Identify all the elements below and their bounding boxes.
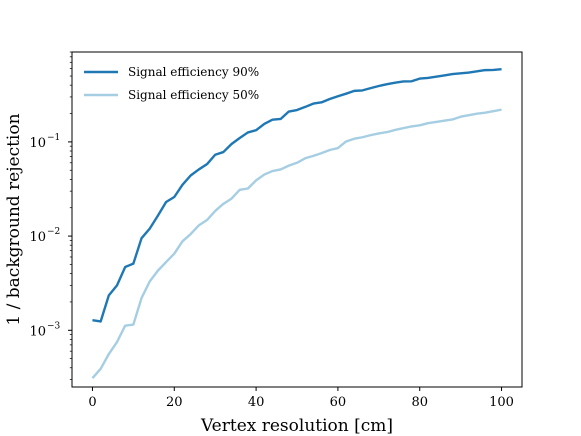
plot-frame	[71, 51, 523, 388]
legend-label-series-50: Signal efficiency 50%	[128, 88, 259, 102]
y-tick-exponent: −3	[47, 321, 61, 331]
x-axis: 0 20 40 60 80 100	[88, 387, 514, 410]
x-tick-label: 40	[248, 395, 265, 410]
x-tick-label: 60	[330, 395, 347, 410]
y-tick-label: 10	[29, 136, 46, 151]
series-line-0	[92, 67, 502, 323]
series-line-1	[91, 108, 502, 379]
x-tick-label: 0	[88, 395, 96, 410]
y-tick-exponent: −1	[47, 133, 60, 143]
x-axis-label: Vertex resolution [cm]	[200, 416, 393, 436]
y-tick-label: 10	[29, 230, 46, 245]
legend: Signal efficiency 90% Signal efficiency …	[84, 65, 259, 102]
y-tick-exponent: −2	[47, 227, 60, 237]
y-axis-label: 1 / background rejection	[4, 113, 24, 325]
series-layer	[91, 67, 502, 379]
y-tick-label: 10	[29, 324, 46, 339]
x-tick-label: 20	[166, 395, 183, 410]
legend-label-series-90: Signal efficiency 90%	[128, 65, 259, 79]
x-tick-label: 80	[411, 395, 428, 410]
y-axis: 10−310−210−1	[29, 51, 72, 380]
x-tick-label: 100	[489, 395, 514, 410]
